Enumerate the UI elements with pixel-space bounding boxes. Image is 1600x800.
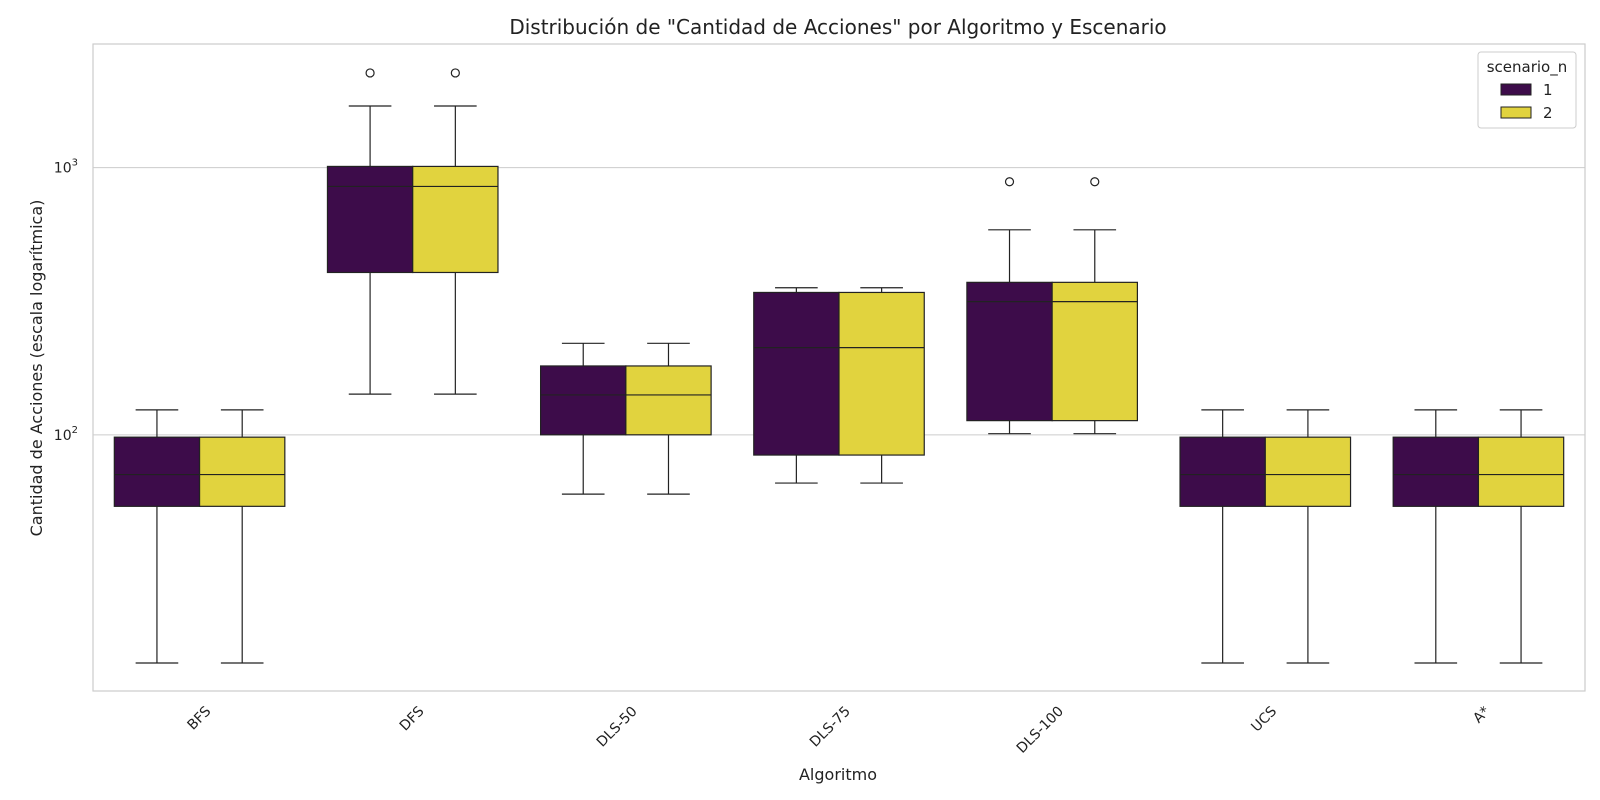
x-tick-label-0: BFS [184,703,214,733]
x-tick-label-3: DLS-75 [807,704,854,751]
x-tick-label-6: A* [1470,704,1493,727]
iqr-box [1477,436,1565,507]
iqr-box [412,165,499,274]
x-tick-label-4: DLS-100 [1014,704,1067,757]
iqr-box [539,365,627,436]
iqr-box [198,436,286,507]
box-1-BFS [113,409,201,664]
box-2-BFS [198,409,286,664]
box-plot-series [113,68,1565,664]
outlier-point-0 [1004,177,1015,187]
iqr-box [326,165,414,274]
legend: scenario_n 1 2 [1477,51,1577,129]
outlier-point-0 [450,68,460,78]
iqr-box [1264,436,1352,507]
outlier-point-0 [1090,177,1100,187]
x-axis-label: Algoritmo [799,765,877,784]
y-axis-label: Cantidad de Acciones (escala logarítmica… [27,200,46,537]
y-tick-label-0: 102 [54,425,78,444]
outlier-point-0 [365,68,375,78]
box-1-DLS-100 [966,177,1053,435]
plot-area-frame [92,43,1586,692]
box-1-DFS [326,68,414,395]
x-tick-label-5: UCS [1248,703,1280,735]
box-2-DLS-100 [1051,177,1138,435]
x-tick-label-1: DFS [397,703,428,734]
iqr-box [753,291,840,456]
box-2-DLS-50 [625,342,712,495]
chart-title: Distribución de "Cantidad de Acciones" p… [509,15,1166,39]
legend-title: scenario_n [1487,58,1568,77]
box-2-DLS-75 [838,287,925,484]
x-tick-labels: BFS DFS DLS-50 DLS-75 DLS-100 UCS A* [184,703,1493,756]
box-1-DLS-50 [539,342,627,495]
box-2-UCS [1264,409,1352,664]
box-2-A* [1477,409,1565,664]
legend-swatch-series-2 [1500,106,1532,119]
box-1-UCS [1179,409,1266,664]
legend-label-series-1: 1 [1543,81,1553,99]
y-tick-labels: 102 103 [54,158,78,444]
y-tick-label-1: 103 [54,158,78,177]
box-1-A* [1392,409,1480,664]
iqr-box [1051,281,1138,422]
iqr-box [625,365,712,436]
legend-label-series-2: 2 [1543,104,1553,122]
iqr-box [966,281,1053,422]
iqr-box [1392,436,1480,507]
iqr-box [1179,436,1266,507]
box-1-DLS-75 [753,287,840,484]
x-tick-label-2: DLS-50 [594,704,641,751]
iqr-box [838,291,925,456]
legend-swatch-series-1 [1500,83,1532,96]
iqr-box [113,436,201,507]
box-2-DFS [412,68,499,395]
